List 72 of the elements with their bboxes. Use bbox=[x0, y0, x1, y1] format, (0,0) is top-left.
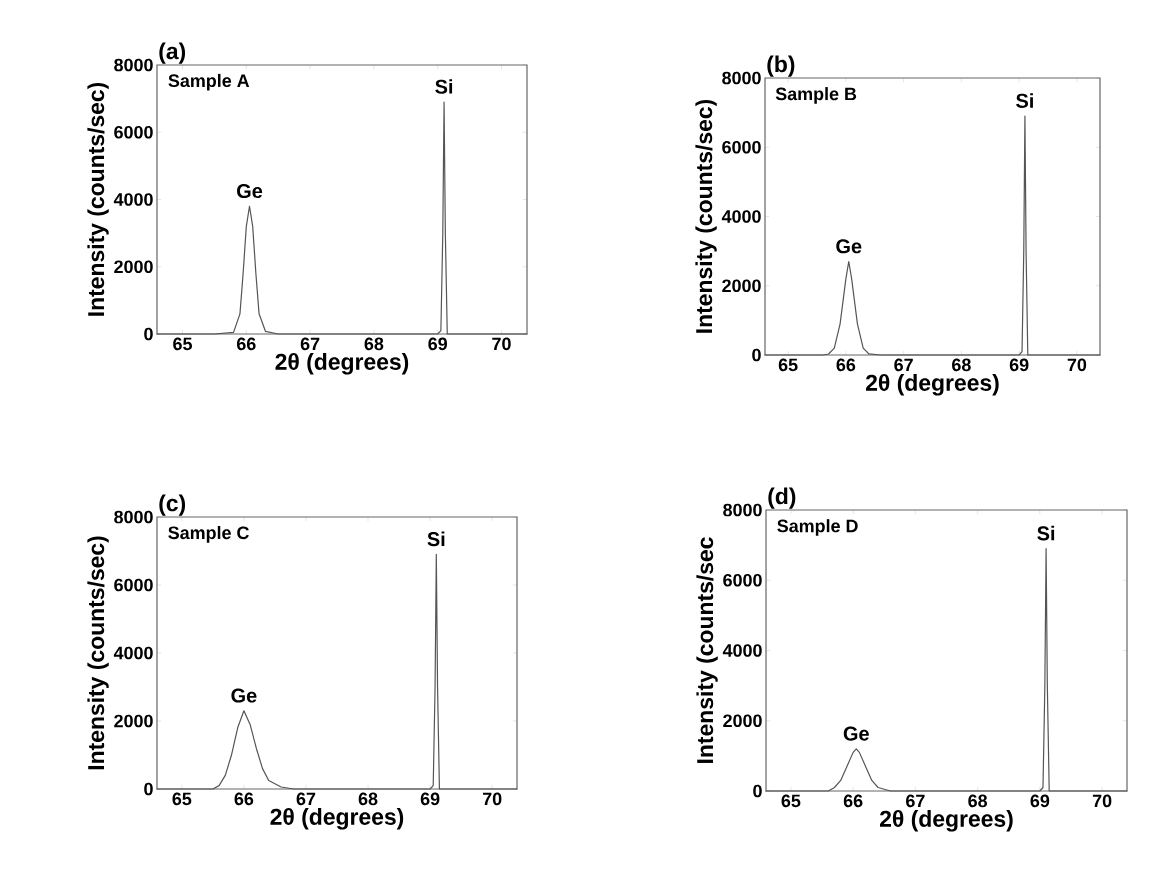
x-axis-title: 2θ (degrees) bbox=[275, 353, 409, 375]
y-tick-label: 8000 bbox=[114, 510, 153, 524]
line-series bbox=[764, 115, 1101, 356]
x-tick-label: 65 bbox=[172, 792, 192, 806]
x-tick-label: 68 bbox=[358, 792, 378, 806]
y-tick-label: 6000 bbox=[114, 578, 153, 592]
x-axis-title: 2θ (degrees) bbox=[879, 810, 1013, 832]
x-tick-label: 66 bbox=[237, 337, 256, 351]
annotation: Sample D bbox=[777, 519, 858, 536]
annotation: Ge bbox=[836, 239, 862, 254]
y-tick-label: 6000 bbox=[723, 573, 762, 587]
y-tick-label: 0 bbox=[752, 348, 761, 362]
x-tick-label: 70 bbox=[492, 337, 511, 351]
x-tick-label: 70 bbox=[1092, 794, 1112, 808]
annotation: Si bbox=[435, 79, 453, 94]
y-tick-label: 6000 bbox=[114, 125, 153, 139]
x-tick-label: 66 bbox=[234, 792, 254, 806]
y-tick-label: 0 bbox=[144, 327, 153, 341]
x-tick-label: 68 bbox=[364, 337, 384, 351]
y-tick-label: 4000 bbox=[721, 210, 761, 223]
annotation: Ge bbox=[231, 688, 257, 703]
x-tick-label: 69 bbox=[428, 337, 447, 351]
annotation: Sample A bbox=[168, 73, 250, 91]
x-tick-label: 69 bbox=[1030, 794, 1050, 808]
y-tick-label: 8000 bbox=[114, 58, 153, 72]
x-tick-label: 67 bbox=[300, 337, 320, 351]
y-axis-title: Intensity (counts/sec) bbox=[87, 536, 109, 770]
y-tick-label: 2000 bbox=[722, 279, 761, 293]
x-tick-label: 68 bbox=[952, 358, 971, 372]
annotation: Si bbox=[1037, 525, 1055, 541]
chart-title: (b) bbox=[767, 55, 795, 77]
x-tick-label: 65 bbox=[173, 337, 192, 351]
y-tick-label: 4000 bbox=[113, 646, 153, 660]
y-axis-title: Intensity (counts/sec) bbox=[695, 99, 717, 333]
annotation: Si bbox=[1016, 93, 1033, 108]
x-tick-label: 70 bbox=[482, 792, 502, 806]
x-tick-label: 67 bbox=[296, 792, 316, 806]
annotation: Sample B bbox=[775, 87, 857, 104]
annotation: Sample C bbox=[168, 525, 249, 543]
y-axis-title: Intensity (counts/sec bbox=[696, 537, 718, 763]
chart-title: (c) bbox=[159, 494, 186, 516]
x-tick-label: 65 bbox=[778, 358, 798, 372]
annotation: Ge bbox=[237, 183, 263, 199]
line-series bbox=[156, 553, 518, 790]
y-tick-label: 2000 bbox=[114, 714, 153, 728]
annotation: Si bbox=[427, 531, 445, 547]
y-tick-label: 8000 bbox=[723, 503, 762, 517]
chart-title: (a) bbox=[159, 42, 186, 64]
x-tick-label: 65 bbox=[781, 794, 801, 808]
y-tick-label: 4000 bbox=[113, 193, 153, 206]
x-tick-label: 68 bbox=[968, 794, 988, 808]
y-tick-label: 4000 bbox=[722, 644, 762, 657]
y-tick-label: 0 bbox=[753, 784, 762, 798]
y-tick-label: 2000 bbox=[114, 260, 153, 274]
x-tick-label: 67 bbox=[894, 358, 913, 372]
y-tick-label: 8000 bbox=[722, 71, 761, 85]
x-axis-title: 2θ (degrees) bbox=[865, 374, 999, 396]
y-tick-label: 6000 bbox=[722, 140, 761, 154]
line-series bbox=[156, 101, 528, 335]
x-tick-label: 69 bbox=[1009, 358, 1029, 372]
x-tick-label: 66 bbox=[843, 794, 863, 808]
x-tick-label: 69 bbox=[420, 792, 440, 806]
chart-title: (d) bbox=[768, 487, 796, 509]
y-tick-label: 2000 bbox=[723, 714, 762, 728]
x-tick-label: 70 bbox=[1067, 358, 1087, 372]
x-axis-title: 2θ (degrees) bbox=[270, 808, 404, 830]
x-tick-label: 66 bbox=[836, 358, 856, 372]
y-tick-label: 0 bbox=[144, 782, 153, 796]
line-series bbox=[765, 548, 1128, 792]
y-axis-title: Intensity (counts/sec) bbox=[87, 82, 109, 316]
annotation: Ge bbox=[843, 726, 869, 741]
x-tick-label: 67 bbox=[906, 794, 925, 808]
